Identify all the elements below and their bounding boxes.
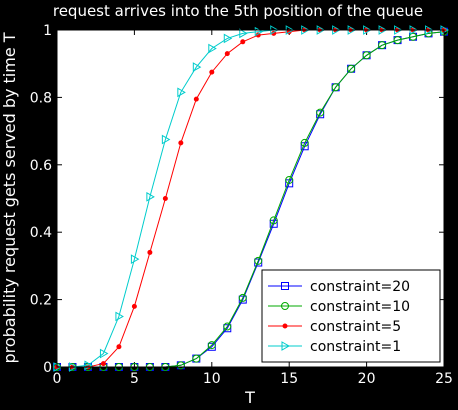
- data-point: [161, 134, 171, 145]
- x-tick-label: 20: [358, 371, 376, 387]
- data-point: [362, 51, 371, 60]
- legend-marker: [281, 341, 291, 351]
- data-point: [99, 348, 109, 359]
- data-point: [192, 62, 202, 72]
- y-tick-label: 0.2: [30, 293, 52, 309]
- y-tick-label: 1: [43, 23, 52, 39]
- data-point: [130, 254, 140, 265]
- legend-label: constraint=5: [310, 319, 401, 335]
- y-tick-label: 0.8: [30, 90, 52, 106]
- data-point: [393, 36, 402, 45]
- legend-item: constraint=1: [268, 339, 401, 355]
- data-point: [240, 39, 246, 45]
- data-point: [207, 341, 216, 350]
- data-point: [409, 32, 418, 41]
- legend-label: constraint=1: [310, 339, 401, 355]
- x-tick-label: 25: [435, 371, 453, 387]
- data-point: [100, 361, 106, 367]
- legend-marker: [282, 323, 288, 329]
- data-point: [176, 361, 185, 370]
- data-point: [300, 138, 309, 147]
- data-point: [115, 311, 124, 322]
- data-point: [116, 344, 122, 350]
- legend-label: constraint=20: [310, 279, 410, 295]
- data-point: [146, 191, 155, 202]
- y-tick-label: 0.4: [30, 225, 52, 241]
- data-point: [347, 64, 356, 73]
- legend-label: constraint=10: [310, 299, 410, 315]
- data-point: [223, 322, 232, 331]
- data-point: [269, 216, 278, 225]
- x-tick-label: 5: [130, 371, 139, 387]
- legend-item: constraint=5: [268, 319, 401, 335]
- x-tick-label: 10: [203, 371, 221, 387]
- chart-title: request arrives into the 5th position of…: [53, 2, 423, 20]
- legend-item: constraint=20: [268, 279, 410, 295]
- y-tick-label: 0.6: [30, 158, 52, 174]
- data-point: [177, 87, 186, 98]
- legend-marker: [281, 282, 289, 290]
- data-point: [193, 96, 199, 102]
- data-point: [224, 51, 230, 57]
- data-point: [208, 43, 217, 54]
- data-point: [316, 108, 325, 117]
- plot-frame: [56, 29, 445, 368]
- data-point: [238, 293, 247, 302]
- x-tick-label: 0: [53, 371, 62, 387]
- data-point: [223, 33, 233, 44]
- data-point: [178, 140, 184, 146]
- legend-marker: [281, 302, 289, 310]
- y-tick-label: 0: [43, 360, 52, 376]
- data-point: [147, 249, 153, 255]
- y-axis-label: probability request gets served by time …: [0, 32, 19, 363]
- data-point: [378, 41, 387, 50]
- data-point: [209, 69, 215, 75]
- legend-box: [261, 269, 441, 363]
- data-point: [254, 256, 263, 265]
- legend-item: constraint=10: [268, 299, 410, 315]
- x-tick-label: 15: [280, 371, 298, 387]
- data-point: [285, 175, 294, 184]
- data-point: [192, 354, 201, 363]
- data-point: [239, 28, 248, 39]
- data-point: [331, 83, 340, 92]
- data-point: [131, 303, 137, 309]
- x-axis-label: T: [244, 388, 255, 407]
- data-point: [162, 196, 168, 201]
- legend: constraint=20 constraint=10 constraint=5 co…: [261, 269, 441, 363]
